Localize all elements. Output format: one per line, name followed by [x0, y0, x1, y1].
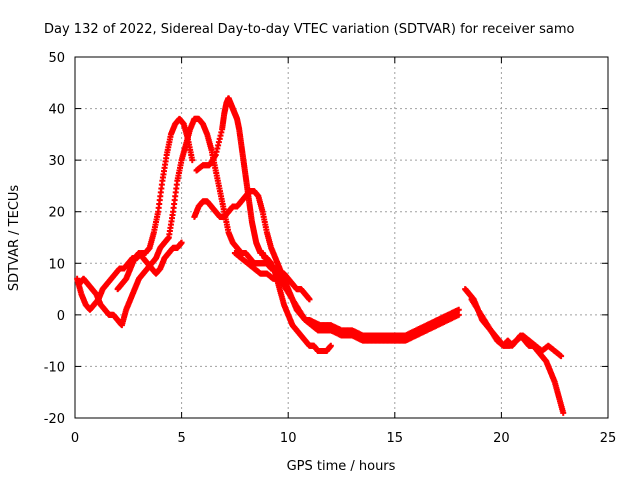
- axis-ticks: [74, 56, 609, 419]
- y-tick-labels: -20 -10 0 10 20 30 40 50: [44, 51, 65, 427]
- x-tick-labels: 0 5 10 15 20 25: [71, 431, 616, 446]
- series-track-8: [468, 296, 565, 360]
- series-track-3: [193, 95, 334, 354]
- series-track-6: [114, 239, 185, 293]
- y-tick-label: 50: [48, 51, 65, 66]
- x-axis-title: GPS time / hours: [287, 459, 396, 474]
- x-tick-label: 5: [177, 431, 185, 446]
- y-tick-label: 20: [48, 206, 65, 221]
- series-track-5: [231, 249, 462, 344]
- x-tick-label: 0: [71, 431, 79, 446]
- x-tick-label: 10: [280, 431, 297, 446]
- y-tick-label: 10: [48, 257, 65, 272]
- data-points: [74, 95, 567, 416]
- data-point: [455, 306, 462, 313]
- plot-frame: [74, 56, 609, 419]
- series-track-4: [191, 188, 462, 339]
- data-point: [178, 239, 185, 246]
- chart-title: Day 132 of 2022, Sidereal Day-to-day VTE…: [44, 22, 575, 37]
- y-tick-label: -10: [44, 360, 65, 375]
- x-tick-label: 20: [493, 431, 510, 446]
- data-point: [306, 296, 313, 303]
- data-point: [455, 311, 462, 318]
- grid-lines: [75, 57, 608, 418]
- x-tick-label: 25: [600, 431, 617, 446]
- y-tick-label: 30: [48, 154, 65, 169]
- y-tick-label: -20: [44, 412, 65, 427]
- data-point: [558, 353, 565, 360]
- data-point: [560, 409, 567, 416]
- x-tick-label: 15: [387, 431, 404, 446]
- y-tick-label: 0: [57, 309, 65, 324]
- y-axis-title: SDTVAR / TECUs: [7, 185, 22, 292]
- data-point: [189, 157, 196, 164]
- y-tick-label: 40: [48, 103, 65, 118]
- data-point: [327, 342, 334, 349]
